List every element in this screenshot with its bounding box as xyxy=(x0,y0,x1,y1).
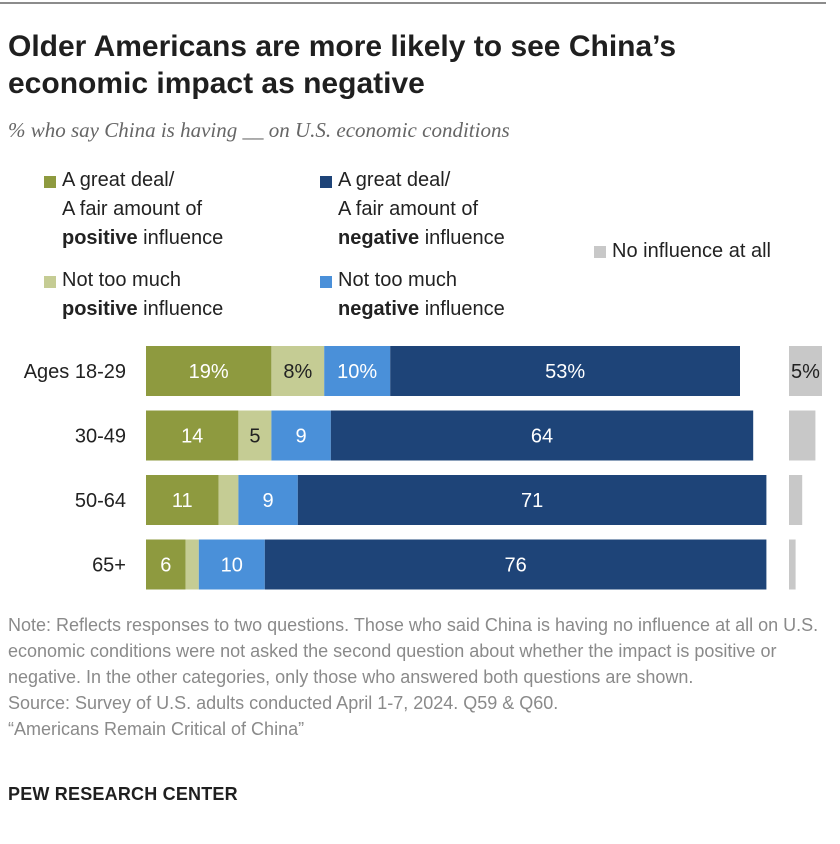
legend-little-negative-line1: Not too much xyxy=(338,269,457,291)
legend-little-negative-line2: negative influence xyxy=(338,295,505,324)
stacked-bar-chart: Ages 18-29 19% 8% 10% 53% 5% 30-49 14 5 9 64 50-64 1… xyxy=(24,346,822,590)
bar-segment-little-positive xyxy=(238,410,272,461)
bar-segment-little-positive xyxy=(218,475,239,525)
data-label-great-negative: 64 xyxy=(531,426,553,448)
bar-segment-great-positive xyxy=(146,346,272,396)
chart-title: Older Americans are more likely to see C… xyxy=(8,30,677,100)
data-label-little-negative: 9 xyxy=(296,426,307,448)
data-label-little-positive: 5 xyxy=(249,426,260,448)
data-label-great-positive: 11 xyxy=(172,490,193,512)
legend-little-negative-rest: influence xyxy=(419,298,505,320)
data-label-great-positive: 19% xyxy=(189,361,229,383)
data-label-none: 5% xyxy=(791,361,820,383)
data-label-little-negative: 9 xyxy=(263,490,274,512)
legend-none-label: No influence at all xyxy=(612,240,771,262)
bar-segment-great-negative xyxy=(330,410,754,461)
chart-subtitle: % who say China is having __ on U.S. eco… xyxy=(8,118,510,142)
bar-segment-little-negative xyxy=(271,410,331,461)
legend-swatch-little-positive xyxy=(44,276,56,288)
row-label: Ages 18-29 xyxy=(24,361,126,383)
data-label-little-negative: 10 xyxy=(221,555,243,577)
data-label-little-positive: 8% xyxy=(283,361,312,383)
legend-great-negative-rest: influence xyxy=(419,227,505,249)
legend-little-negative-bold: negative xyxy=(338,298,420,320)
legend-great-positive-bold: positive xyxy=(62,227,138,249)
legend-item-none: No influence at all xyxy=(612,237,771,266)
data-label-great-negative: 76 xyxy=(504,555,526,577)
bar-segment-little-positive xyxy=(185,539,199,590)
legend-swatch-great-positive xyxy=(44,176,56,188)
footnotes: Note: Reflects responses to two question… xyxy=(8,612,828,742)
bar-segment-little-negative xyxy=(324,346,391,396)
note-text: Note: Reflects responses to two question… xyxy=(8,615,819,687)
row-label: 30-49 xyxy=(75,426,126,448)
legend-item-little-positive: Not too much positive influence xyxy=(62,266,223,324)
bar-segment-great-positive xyxy=(146,539,186,590)
row-label: 65+ xyxy=(92,555,126,577)
data-label-great-positive: 6 xyxy=(160,555,171,577)
legend-swatch-great-negative xyxy=(320,176,332,188)
legend-swatch-little-negative xyxy=(320,276,332,288)
bar-segment-none xyxy=(789,410,816,461)
legend-great-negative-line3: negative influence xyxy=(338,224,505,253)
legend-item-great-negative: A great deal/ A fair amount of negative … xyxy=(338,166,505,253)
legend-great-positive-line2: A fair amount of xyxy=(62,198,203,220)
bar-segment-none xyxy=(789,475,803,525)
legend-great-negative-bold: negative xyxy=(338,227,420,249)
data-label-great-positive: 14 xyxy=(181,426,203,448)
row-label: 50-64 xyxy=(75,490,126,512)
legend-great-negative-line2: A fair amount of xyxy=(338,198,479,220)
bar-segment-none xyxy=(789,346,822,396)
source-text: Source: Survey of U.S. adults conducted … xyxy=(8,693,559,713)
top-rule xyxy=(0,2,826,4)
legend-item-great-positive: A great deal/ A fair amount of positive … xyxy=(62,166,223,253)
legend-great-positive-rest: influence xyxy=(137,227,224,249)
legend-little-positive-rest: influence xyxy=(137,298,224,320)
report-text: “Americans Remain Critical of China” xyxy=(8,719,305,739)
legend-item-little-negative: Not too much negative influence xyxy=(338,266,505,324)
legend-little-positive-bold: positive xyxy=(62,298,138,320)
bar-segment-great-negative xyxy=(297,475,767,525)
brand-logo-text: PEW RESEARCH CENTER xyxy=(8,784,238,804)
data-label-great-negative: 71 xyxy=(521,490,543,512)
legend-great-positive-line3: positive influence xyxy=(62,224,223,253)
bar-segment-great-negative xyxy=(390,346,740,396)
legend-little-positive-line1: Not too much xyxy=(62,269,181,291)
legend-swatch-none xyxy=(594,246,606,258)
data-label-little-negative: 10% xyxy=(337,361,377,383)
bar-segment-great-negative xyxy=(264,539,767,590)
legend-great-positive-line1: A great deal/ xyxy=(62,169,175,191)
bar-segment-little-negative xyxy=(198,539,265,590)
bar-segment-little-negative xyxy=(238,475,298,525)
bar-segment-none xyxy=(789,539,796,590)
bar-segment-great-positive xyxy=(146,475,219,525)
legend-great-negative-line1: A great deal/ xyxy=(338,169,451,191)
legend-little-positive-line2: positive influence xyxy=(62,295,223,324)
bar-segment-great-positive xyxy=(146,410,239,461)
bar-segment-little-positive xyxy=(271,346,325,396)
data-label-great-negative: 53% xyxy=(545,361,585,383)
